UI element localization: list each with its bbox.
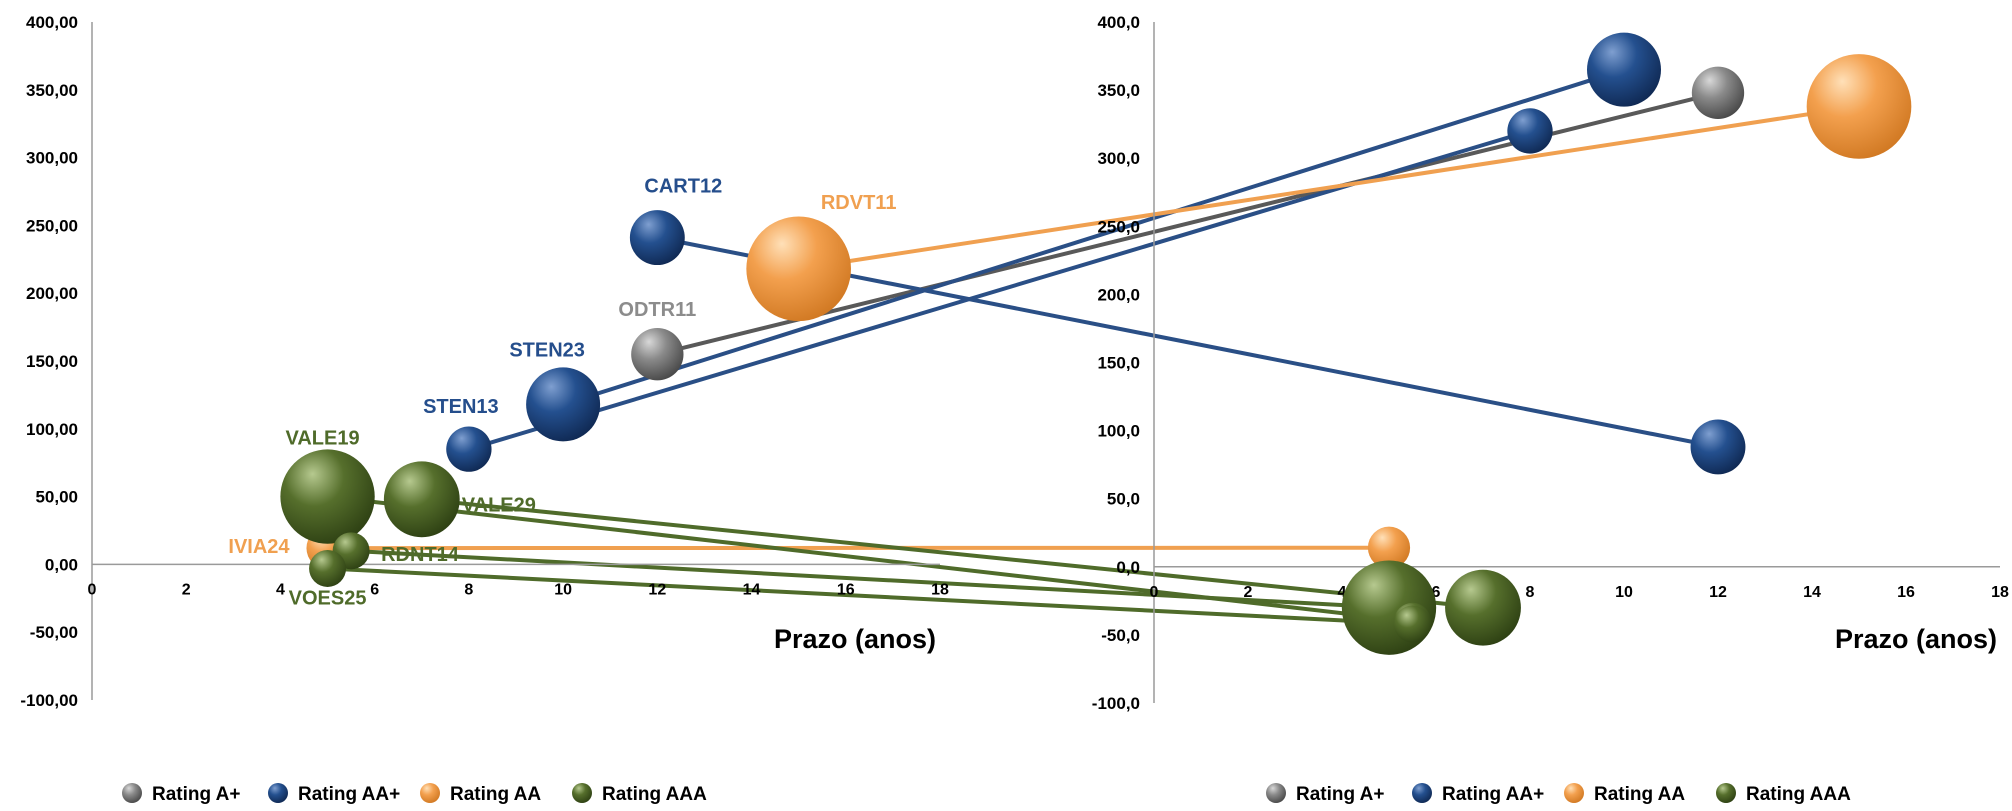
legend-label: Rating AA [450, 784, 541, 805]
bubble-label: VALE19 [286, 428, 360, 450]
bubble-label: ODTR11 [618, 299, 696, 321]
y-tick-label: -50,0 [1101, 626, 1140, 645]
legend-marker [122, 783, 142, 803]
bubble-point [746, 216, 851, 321]
bubble-point [1394, 606, 1431, 643]
y-tick-label: 0,0 [1116, 558, 1140, 577]
y-tick-label: 200,00 [26, 284, 78, 303]
x-tick-label: 2 [1244, 584, 1253, 601]
bubble-point [280, 449, 374, 543]
x-axis-title: Prazo (anos) [774, 624, 936, 654]
legend-label: Rating AA+ [1442, 784, 1544, 805]
connector-line [469, 131, 1530, 449]
legend-marker [420, 783, 440, 803]
legend-label: Rating A+ [152, 784, 241, 805]
legend-label: Rating AA+ [298, 784, 400, 805]
legends: Rating A+ Rating AA+ Rating AA Rating AAA Ra… [122, 783, 1851, 805]
bubble-point [630, 210, 685, 265]
x-tick-label: 16 [1897, 584, 1915, 601]
x-axis-title: Prazo (anos) [1835, 624, 1997, 654]
bubble-point [1587, 33, 1661, 107]
bubble-label: VALE29 [462, 494, 536, 516]
x-tick-label: 12 [648, 581, 666, 598]
y-tick-label: 50,0 [1107, 490, 1140, 509]
x-tick-label: 14 [743, 581, 761, 598]
x-tick-label: 10 [1615, 584, 1633, 601]
bubble-point [446, 426, 491, 471]
legend-marker [1564, 783, 1584, 803]
bubble-point [309, 550, 346, 587]
y-tick-label: 250,0 [1097, 217, 1140, 236]
bubble-point [384, 461, 460, 537]
y-tick-label: 50,00 [35, 488, 78, 507]
y-tick-label: 350,00 [26, 81, 78, 100]
bubble-point [1507, 108, 1552, 153]
legend-label: Rating A+ [1296, 784, 1385, 805]
bubble-point [1691, 420, 1746, 475]
x-tick-label: 8 [464, 581, 473, 598]
connector-line [799, 106, 1859, 268]
x-tick-label: 2 [182, 581, 191, 598]
bubble-label: RDVT11 [821, 192, 897, 214]
y-tick-label: 250,00 [26, 216, 78, 235]
legend-marker [1716, 783, 1736, 803]
x-tick-label: 8 [1526, 584, 1535, 601]
y-tick-label: -100,00 [20, 691, 78, 710]
bubble-point [1807, 54, 1912, 159]
chart-panel-right: 400,0350,0300,0250,0200,0150,0100,050,00… [1092, 13, 2009, 713]
x-tick-label: 12 [1709, 584, 1727, 601]
legend-marker [572, 783, 592, 803]
bubble-point [1445, 570, 1521, 646]
x-tick-label: 4 [276, 581, 285, 598]
y-tick-label: 150,0 [1097, 354, 1140, 373]
chart-panel-left: 400,00350,00300,00250,00200,00150,00100,… [20, 13, 949, 710]
bubble-point [526, 367, 600, 441]
x-tick-label: 0 [1150, 584, 1159, 601]
x-tick-label: 16 [837, 581, 855, 598]
legend-label: Rating AA [1594, 784, 1685, 805]
x-tick-label: 10 [554, 581, 572, 598]
y-tick-label: 300,0 [1097, 149, 1140, 168]
bubble-label: RDNT14 [381, 544, 460, 566]
x-tick-label: 18 [1991, 584, 2009, 601]
x-tick-label: 14 [1803, 584, 1821, 601]
y-tick-label: -100,0 [1092, 694, 1140, 713]
bubble-point [631, 328, 683, 380]
y-tick-label: 200,0 [1097, 285, 1140, 304]
y-tick-label: 100,00 [26, 420, 78, 439]
y-tick-label: 350,0 [1097, 81, 1140, 100]
bubble-point [1692, 67, 1744, 119]
connector-line [563, 70, 1624, 405]
legend-marker [1266, 783, 1286, 803]
connector-line [422, 499, 1483, 607]
y-tick-label: 300,00 [26, 149, 78, 168]
y-tick-label: 100,0 [1097, 422, 1140, 441]
legend-label: Rating AAA [602, 784, 707, 805]
bubble-label: CART12 [644, 176, 722, 198]
bubble-label: VOES25 [289, 587, 367, 609]
x-tick-label: 18 [931, 581, 949, 598]
x-tick-label: 0 [88, 581, 97, 598]
legend-label: Rating AAA [1746, 784, 1851, 805]
bubble-label: STEN23 [509, 339, 585, 361]
bubble-label: IVIA24 [228, 536, 290, 558]
bubble-label: STEN13 [423, 396, 499, 418]
legend-marker [268, 783, 288, 803]
x-tick-label: 6 [370, 581, 379, 598]
y-tick-label: -50,00 [30, 623, 78, 642]
y-tick-label: 400,00 [26, 13, 78, 32]
y-tick-label: 150,00 [26, 352, 78, 371]
y-tick-label: 0,00 [45, 555, 78, 574]
legend-marker [1412, 783, 1432, 803]
y-tick-label: 400,0 [1097, 13, 1140, 32]
